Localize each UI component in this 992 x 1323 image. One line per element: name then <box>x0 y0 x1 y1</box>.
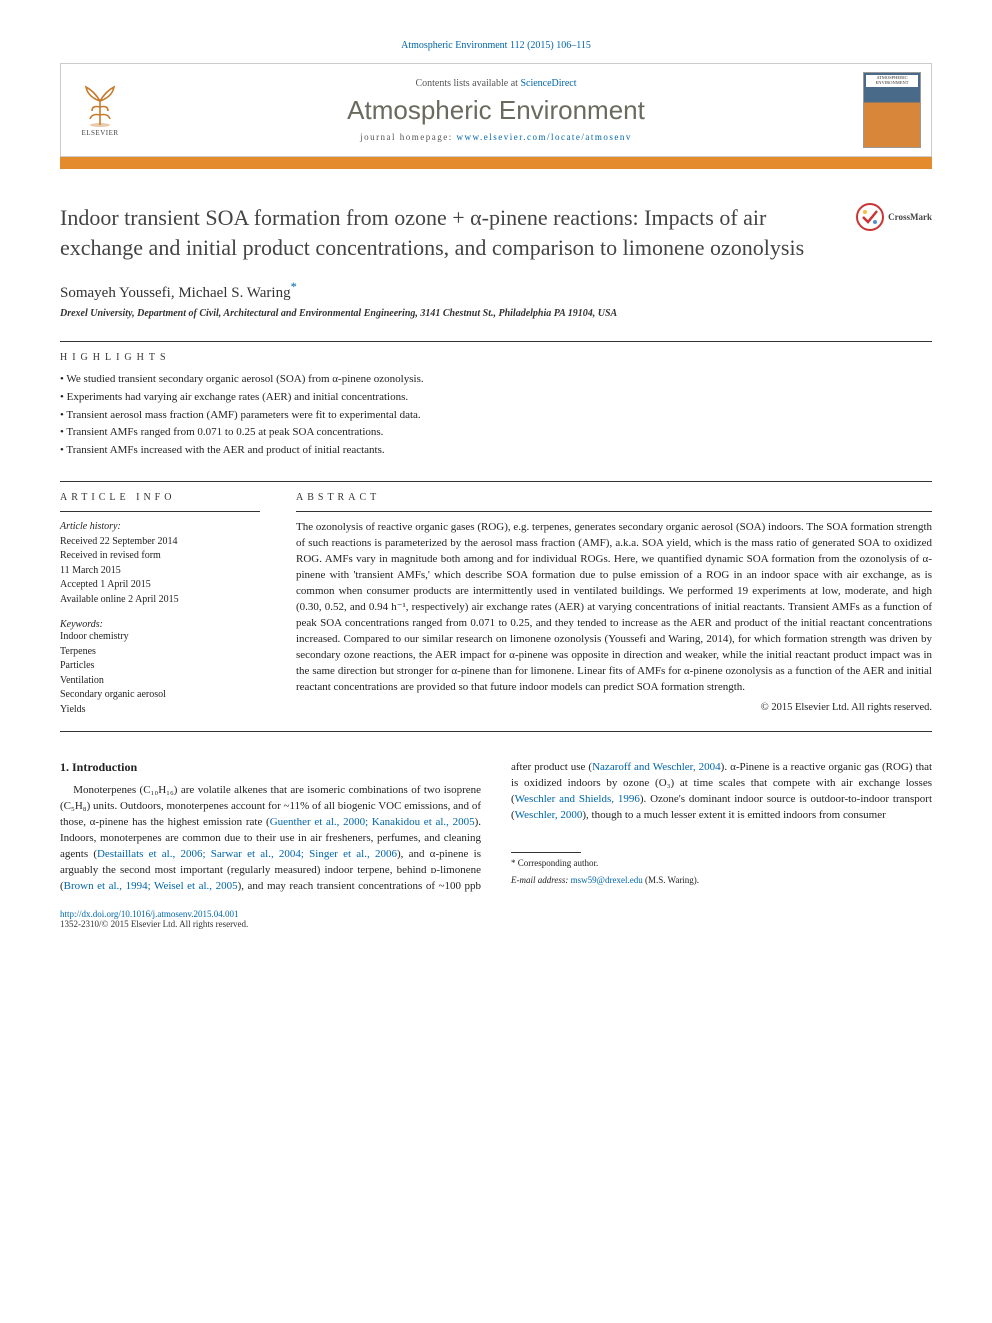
cover-title: ATMOSPHERIC ENVIRONMENT <box>867 76 917 85</box>
divider <box>60 731 932 732</box>
keyword-item: Particles <box>60 659 260 674</box>
history-revised-label: Received in revised form <box>60 550 161 561</box>
email-suffix: (M.S. Waring). <box>643 875 699 885</box>
crossmark-icon <box>861 208 879 226</box>
elsevier-tree-icon <box>78 83 122 127</box>
issn-copyright-line: 1352-2310/© 2015 Elsevier Ltd. All right… <box>60 919 932 929</box>
article-title: Indoor transient SOA formation from ozon… <box>60 203 836 262</box>
crossmark-label: CrossMark <box>888 212 932 222</box>
highlight-item: Transient AMFs increased with the AER an… <box>60 442 932 460</box>
body-text-span: ), though to a much lesser extent it is … <box>582 809 885 821</box>
email-label: E-mail address: <box>511 875 571 885</box>
keyword-item: Secondary organic aerosol <box>60 688 260 703</box>
authors-line: Somayeh Youssefi, Michael S. Waring* <box>60 280 932 302</box>
keywords-list: Indoor chemistry Terpenes Particles Vent… <box>60 630 260 717</box>
abstract-copyright: © 2015 Elsevier Ltd. All rights reserved… <box>296 702 932 713</box>
author-email-link[interactable]: msw59@drexel.edu <box>571 875 643 885</box>
footnote-separator <box>511 852 581 853</box>
journal-name: Atmospheric Environment <box>143 95 849 126</box>
body-two-columns: 1. Introduction Monoterpenes (C₁₀H₁₆) ar… <box>60 760 932 895</box>
doi-link[interactable]: http://dx.doi.org/10.1016/j.atmosenv.201… <box>60 909 932 919</box>
keyword-item: Indoor chemistry <box>60 630 260 645</box>
keyword-item: Yields <box>60 703 260 718</box>
highlight-item: Transient aerosol mass fraction (AMF) pa… <box>60 407 932 425</box>
contents-prefix: Contents lists available at <box>415 78 520 89</box>
article-history: Article history: Received 22 September 2… <box>60 520 260 607</box>
keywords-label: Keywords: <box>60 619 260 630</box>
citation-link[interactable]: Brown et al., 1994; Weisel et al., 2005 <box>64 880 238 892</box>
journal-header: ELSEVIER Contents lists available at Sci… <box>60 63 932 157</box>
divider <box>60 341 932 342</box>
highlights-heading: HIGHLIGHTS <box>60 352 932 363</box>
history-label: Article history: <box>60 521 121 532</box>
citation-link[interactable]: Weschler and Shields, 1996 <box>515 793 640 805</box>
citation-link[interactable]: Nazaroff and Weschler, 2004 <box>592 761 721 773</box>
history-accepted: Accepted 1 April 2015 <box>60 579 151 590</box>
header-citation: Atmospheric Environment 112 (2015) 106–1… <box>60 40 932 51</box>
keyword-item: Terpenes <box>60 645 260 660</box>
elsevier-logo: ELSEVIER <box>71 79 129 141</box>
orange-divider-bar <box>60 157 932 169</box>
corresponding-author-star: * <box>291 280 297 294</box>
corresponding-author-footnote: * Corresponding author. <box>511 857 932 870</box>
journal-homepage-line: journal homepage: www.elsevier.com/locat… <box>143 132 849 142</box>
highlight-item: Experiments had varying air exchange rat… <box>60 389 932 407</box>
affiliation: Drexel University, Department of Civil, … <box>60 308 932 319</box>
crossmark-badge[interactable]: CrossMark <box>856 203 932 231</box>
abstract-text: The ozonolysis of reactive organic gases… <box>296 520 932 695</box>
citation-link[interactable]: Guenther et al., 2000; Kanakidou et al.,… <box>270 816 475 828</box>
divider <box>296 511 932 512</box>
journal-homepage-link[interactable]: www.elsevier.com/locate/atmosenv <box>457 132 632 142</box>
journal-cover-thumb: ATMOSPHERIC ENVIRONMENT <box>863 72 921 148</box>
highlight-item: Transient AMFs ranged from 0.071 to 0.25… <box>60 424 932 442</box>
homepage-prefix: journal homepage: <box>360 132 456 142</box>
author-names: Somayeh Youssefi, Michael S. Waring <box>60 285 291 301</box>
citation-link[interactable]: Weschler, 2000 <box>515 809 583 821</box>
contents-available-line: Contents lists available at ScienceDirec… <box>143 78 849 89</box>
divider <box>60 511 260 512</box>
sciencedirect-link[interactable]: ScienceDirect <box>520 78 576 89</box>
keyword-item: Ventilation <box>60 674 260 689</box>
history-received: Received 22 September 2014 <box>60 536 177 547</box>
abstract-heading: ABSTRACT <box>296 492 932 503</box>
article-info-heading: ARTICLE INFO <box>60 492 260 503</box>
history-revised-date: 11 March 2015 <box>60 565 121 576</box>
elsevier-wordmark: ELSEVIER <box>81 129 118 137</box>
section-1-heading: 1. Introduction <box>60 760 481 775</box>
highlights-list: We studied transient secondary organic a… <box>60 371 932 459</box>
history-online: Available online 2 April 2015 <box>60 594 179 605</box>
highlight-item: We studied transient secondary organic a… <box>60 371 932 389</box>
citation-link[interactable]: Destaillats et al., 2006; Sarwar et al.,… <box>97 848 397 860</box>
email-footnote: E-mail address: msw59@drexel.edu (M.S. W… <box>511 874 932 887</box>
